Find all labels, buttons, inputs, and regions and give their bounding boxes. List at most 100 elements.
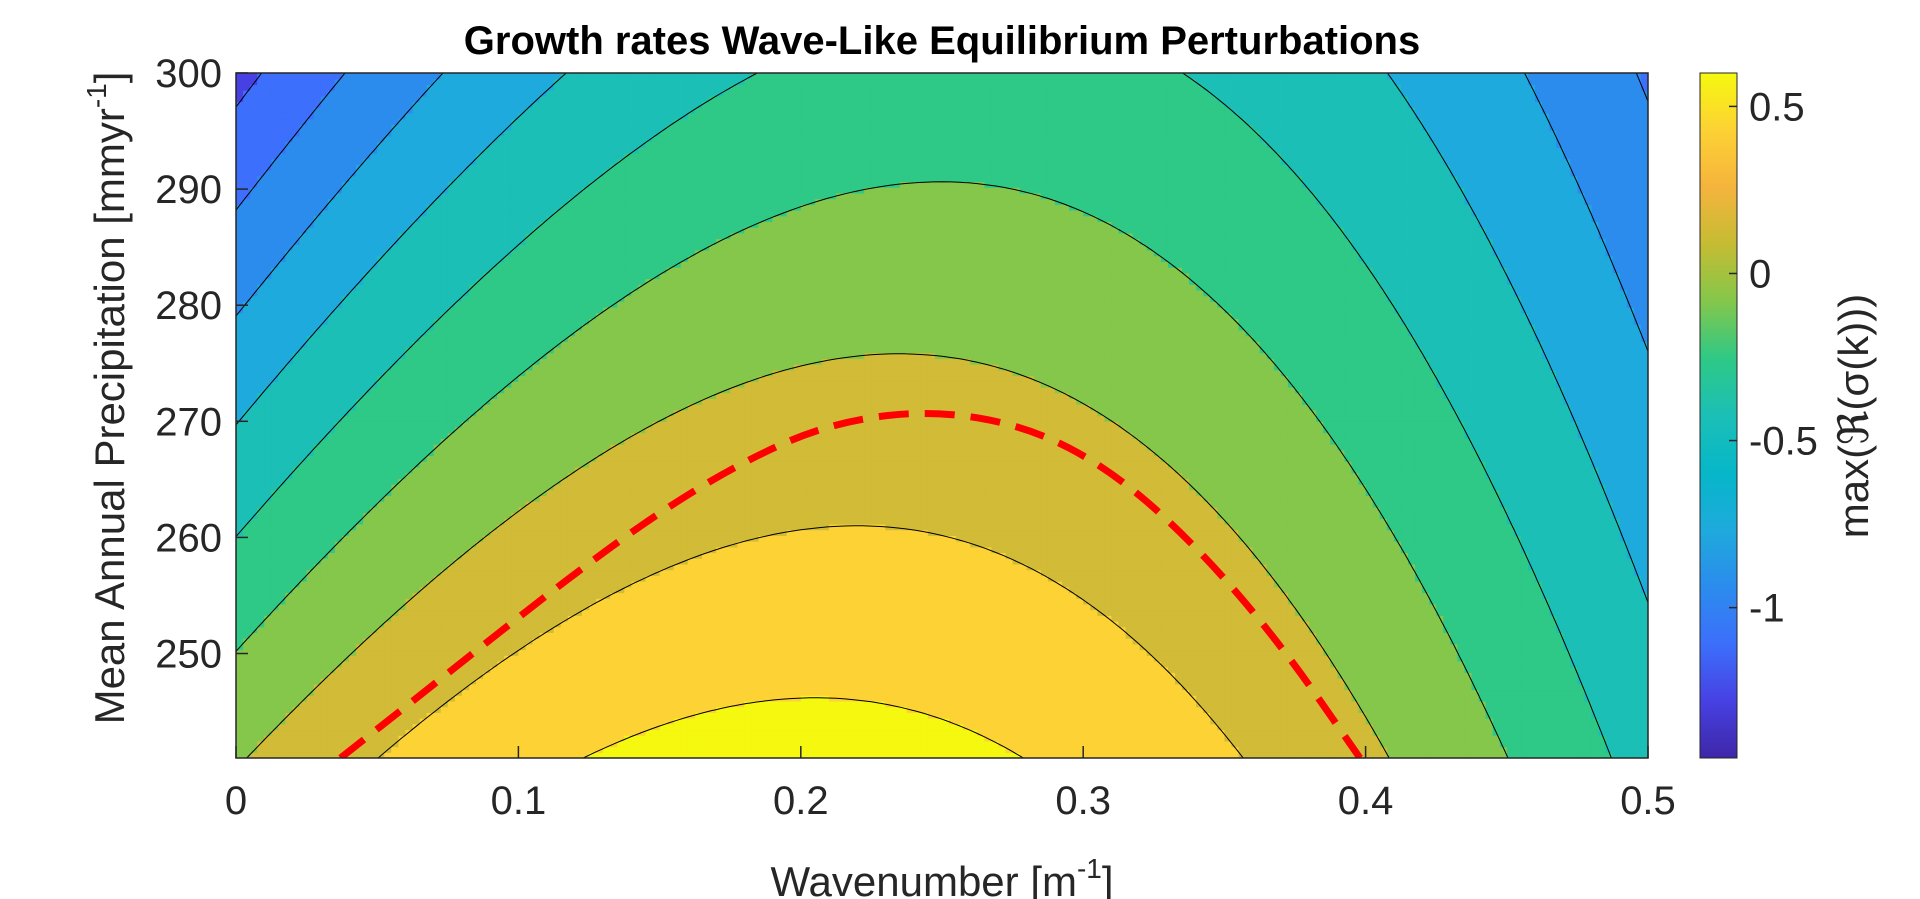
contour-cell <box>264 752 272 758</box>
contour-cell <box>490 324 498 331</box>
contour-cell <box>278 649 287 656</box>
contour-cell <box>426 575 435 582</box>
contour-cell <box>285 478 294 485</box>
contour-cell <box>292 695 301 702</box>
contour-cell <box>370 518 378 525</box>
contour-cell <box>497 329 505 337</box>
contour-cell <box>504 672 512 679</box>
contour-cell <box>377 198 385 205</box>
contour-cell <box>398 78 407 86</box>
contour-cell <box>306 438 315 445</box>
contour-cell <box>313 369 322 377</box>
contour-cell <box>278 238 287 245</box>
contour-cell <box>264 181 272 188</box>
contour-cell <box>377 592 385 599</box>
contour-cell <box>320 643 329 651</box>
contour-cell <box>327 192 336 200</box>
contour-cell <box>454 740 463 748</box>
contour-cell <box>278 609 287 616</box>
contour-cell <box>483 455 491 462</box>
contour-cell <box>348 312 357 320</box>
contour-cell <box>384 603 392 611</box>
contour-cell <box>476 181 484 188</box>
contour-cell <box>419 575 428 582</box>
contour-cell <box>306 752 315 758</box>
contour-cell <box>271 506 279 514</box>
contour-cell <box>447 170 456 177</box>
contour-cell <box>341 541 350 548</box>
contour-cell <box>433 181 442 188</box>
contour-cell <box>384 261 392 268</box>
contour-cell <box>511 124 519 131</box>
contour-cell <box>236 495 244 502</box>
contour-cell <box>313 740 322 748</box>
contour-cell <box>236 112 244 120</box>
contour-cell <box>377 392 385 399</box>
contour-cell <box>250 495 258 502</box>
contour-cell <box>285 638 294 645</box>
contour-cell <box>377 729 385 736</box>
contour-cell <box>250 147 258 154</box>
contour-cell <box>468 626 477 634</box>
contour-cell <box>454 232 463 240</box>
contour-cell <box>334 175 343 183</box>
contour-cell <box>370 678 378 685</box>
contour-cell <box>334 598 343 605</box>
contour-cell <box>306 461 315 468</box>
contour-cell <box>292 73 301 80</box>
contour-cell <box>377 421 385 428</box>
contour-cell <box>236 187 244 194</box>
contour-cell <box>461 386 470 394</box>
contour-cell <box>257 73 265 80</box>
contour-cell <box>490 740 498 748</box>
contour-cell <box>525 655 534 662</box>
contour-cell <box>377 381 385 388</box>
contour-cell <box>461 364 470 371</box>
contour-cell <box>391 581 399 588</box>
contour-cell <box>377 335 385 342</box>
contour-cell <box>476 712 484 719</box>
contour-cell <box>405 73 414 80</box>
contour-cell <box>292 615 301 622</box>
contour-cell <box>504 147 512 154</box>
contour-cell <box>306 135 315 143</box>
contour-cell <box>327 90 336 97</box>
contour-cell <box>461 632 470 639</box>
contour-cell <box>433 101 442 108</box>
contour-cell <box>257 518 265 525</box>
contour-cell <box>490 558 498 565</box>
contour-cell <box>257 740 265 748</box>
contour-cell <box>299 215 308 223</box>
contour-cell <box>299 398 308 405</box>
contour-cell <box>285 529 294 536</box>
contour-cell <box>384 312 392 320</box>
contour-cell <box>440 90 449 97</box>
contour-cell <box>454 603 463 611</box>
contour-cell <box>497 706 505 713</box>
contour-cell <box>433 78 442 86</box>
contour-cell <box>250 621 258 628</box>
contour-cell <box>461 558 470 565</box>
contour-cell <box>511 723 519 731</box>
contour-cell <box>313 381 322 388</box>
contour-cell <box>518 615 527 622</box>
contour-cell <box>447 84 456 91</box>
contour-cell <box>257 421 265 428</box>
contour-cell <box>370 541 378 548</box>
contour-cell <box>243 592 251 599</box>
contour-cell <box>405 660 414 668</box>
contour-cell <box>454 255 463 262</box>
contour-cell <box>461 112 470 120</box>
contour-cell <box>285 175 294 183</box>
contour-cell <box>447 73 456 80</box>
contour-cell <box>433 175 442 183</box>
contour-cell <box>433 449 442 457</box>
contour-cell <box>483 289 491 297</box>
contour-cell <box>341 484 350 491</box>
contour-cell <box>433 329 442 337</box>
contour-cell <box>518 324 527 331</box>
contour-cell <box>490 506 498 514</box>
contour-cell <box>334 426 343 434</box>
contour-cell <box>440 392 449 399</box>
contour-cell <box>243 398 251 405</box>
